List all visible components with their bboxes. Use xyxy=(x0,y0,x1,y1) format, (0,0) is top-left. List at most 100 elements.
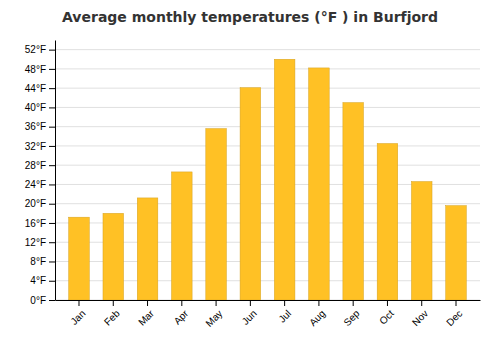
bar xyxy=(274,59,295,300)
y-tick: 44°F xyxy=(25,83,55,94)
tick-mark xyxy=(318,300,319,306)
y-tick: 24°F xyxy=(25,179,55,190)
grid-line xyxy=(55,49,480,50)
tick-mark xyxy=(216,300,217,306)
y-tick: 32°F xyxy=(25,141,55,152)
tick-mark xyxy=(49,204,55,205)
grid-line xyxy=(55,126,480,127)
tick-label: 4°F xyxy=(30,275,46,286)
x-tick: Apr xyxy=(172,300,191,327)
tick-mark xyxy=(387,300,388,306)
y-tick: 20°F xyxy=(25,198,55,209)
bar xyxy=(240,88,261,300)
x-tick: Mar xyxy=(136,300,156,328)
y-tick: 28°F xyxy=(25,160,55,171)
chart: Average monthly temperatures (°F ) in Bu… xyxy=(0,0,500,350)
tick-label: Mar xyxy=(136,307,156,327)
plot: 0°F 4°F 8°F 12°F 16°F 20°F 24°F 28°F 32°F 36°F 40°… xyxy=(25,41,481,329)
tick-label: 12°F xyxy=(25,237,46,248)
tick-label: 36°F xyxy=(25,121,46,132)
grid xyxy=(55,50,480,300)
grid-line xyxy=(55,107,480,108)
bar xyxy=(446,206,467,300)
y-tick: 52°F xyxy=(25,44,55,55)
bar xyxy=(172,172,193,300)
tick-mark xyxy=(49,184,55,185)
tick-mark xyxy=(456,300,457,306)
tick-label: 48°F xyxy=(25,64,46,75)
bar xyxy=(69,217,90,300)
tick-label: 32°F xyxy=(25,141,46,152)
tick-label: Jun xyxy=(240,308,259,327)
tick-mark xyxy=(284,300,285,306)
tick-mark xyxy=(113,300,114,306)
tick-mark xyxy=(49,69,55,70)
tick-mark xyxy=(49,127,55,128)
bar xyxy=(137,198,158,300)
tick-mark xyxy=(49,281,55,282)
tick-label: 44°F xyxy=(25,83,46,94)
tick-mark xyxy=(49,300,55,301)
axis-line xyxy=(55,41,56,301)
tick-mark xyxy=(49,107,55,108)
x-tick: Nov xyxy=(410,300,430,328)
y-tick: 12°F xyxy=(25,237,55,248)
tick-label: 24°F xyxy=(25,179,46,190)
x-tick: Sep xyxy=(341,300,362,328)
tick-label: Jan xyxy=(68,308,87,327)
tick-label: Dec xyxy=(444,308,464,328)
tick-label: Oct xyxy=(377,308,396,327)
grid-line xyxy=(55,145,480,146)
y-tick: 8°F xyxy=(30,256,55,267)
tick-mark xyxy=(147,300,148,306)
bar xyxy=(103,213,124,300)
x-axis: JanFebMarAprMayJunJulAugSepOctNovDec xyxy=(56,300,481,329)
tick-label: 40°F xyxy=(25,102,46,113)
y-tick: 48°F xyxy=(25,64,55,75)
bars xyxy=(69,59,467,300)
tick-mark xyxy=(49,223,55,224)
bar xyxy=(343,103,364,300)
y-tick: 36°F xyxy=(25,121,55,132)
tick-label: Nov xyxy=(410,308,430,328)
y-tick: 40°F xyxy=(25,102,55,113)
tick-label: May xyxy=(203,308,224,329)
tick-label: 16°F xyxy=(25,218,46,229)
bar xyxy=(411,182,432,300)
x-tick: Jan xyxy=(68,300,87,327)
x-tick: Dec xyxy=(444,300,464,328)
y-tick: 4°F xyxy=(30,275,55,286)
x-tick: Jul xyxy=(276,300,293,325)
tick-mark xyxy=(78,300,79,306)
tick-label: 28°F xyxy=(25,160,46,171)
tick-label: 0°F xyxy=(30,295,46,306)
tick-label: 52°F xyxy=(25,44,46,55)
y-axis: 0°F 4°F 8°F 12°F 16°F 20°F 24°F 28°F 32°F 36°F 40°… xyxy=(25,41,56,306)
grid-line xyxy=(55,165,480,166)
tick-mark xyxy=(353,300,354,306)
tick-mark xyxy=(49,88,55,89)
bar xyxy=(377,144,398,300)
tick-label: Aug xyxy=(307,308,327,328)
y-tick: 0°F xyxy=(30,295,55,306)
title: Average monthly temperatures (°F ) in Bu… xyxy=(62,9,438,25)
bar xyxy=(206,129,227,300)
tick-mark xyxy=(49,242,55,243)
tick-label: Jul xyxy=(276,308,293,325)
tick-mark xyxy=(250,300,251,306)
tick-mark xyxy=(49,165,55,166)
grid-line xyxy=(55,68,480,69)
tick-label: Sep xyxy=(341,307,362,328)
tick-label: Apr xyxy=(172,307,191,326)
tick-mark xyxy=(181,300,182,306)
tick-label: 20°F xyxy=(25,198,46,209)
x-tick: Aug xyxy=(307,300,327,328)
x-tick: Oct xyxy=(377,300,396,327)
tick-mark xyxy=(49,261,55,262)
x-tick: Jun xyxy=(240,300,259,327)
tick-mark xyxy=(49,146,55,147)
tick-mark xyxy=(421,300,422,306)
y-tick: 16°F xyxy=(25,218,55,229)
tick-mark xyxy=(49,50,55,51)
tick-label: 8°F xyxy=(30,256,46,267)
